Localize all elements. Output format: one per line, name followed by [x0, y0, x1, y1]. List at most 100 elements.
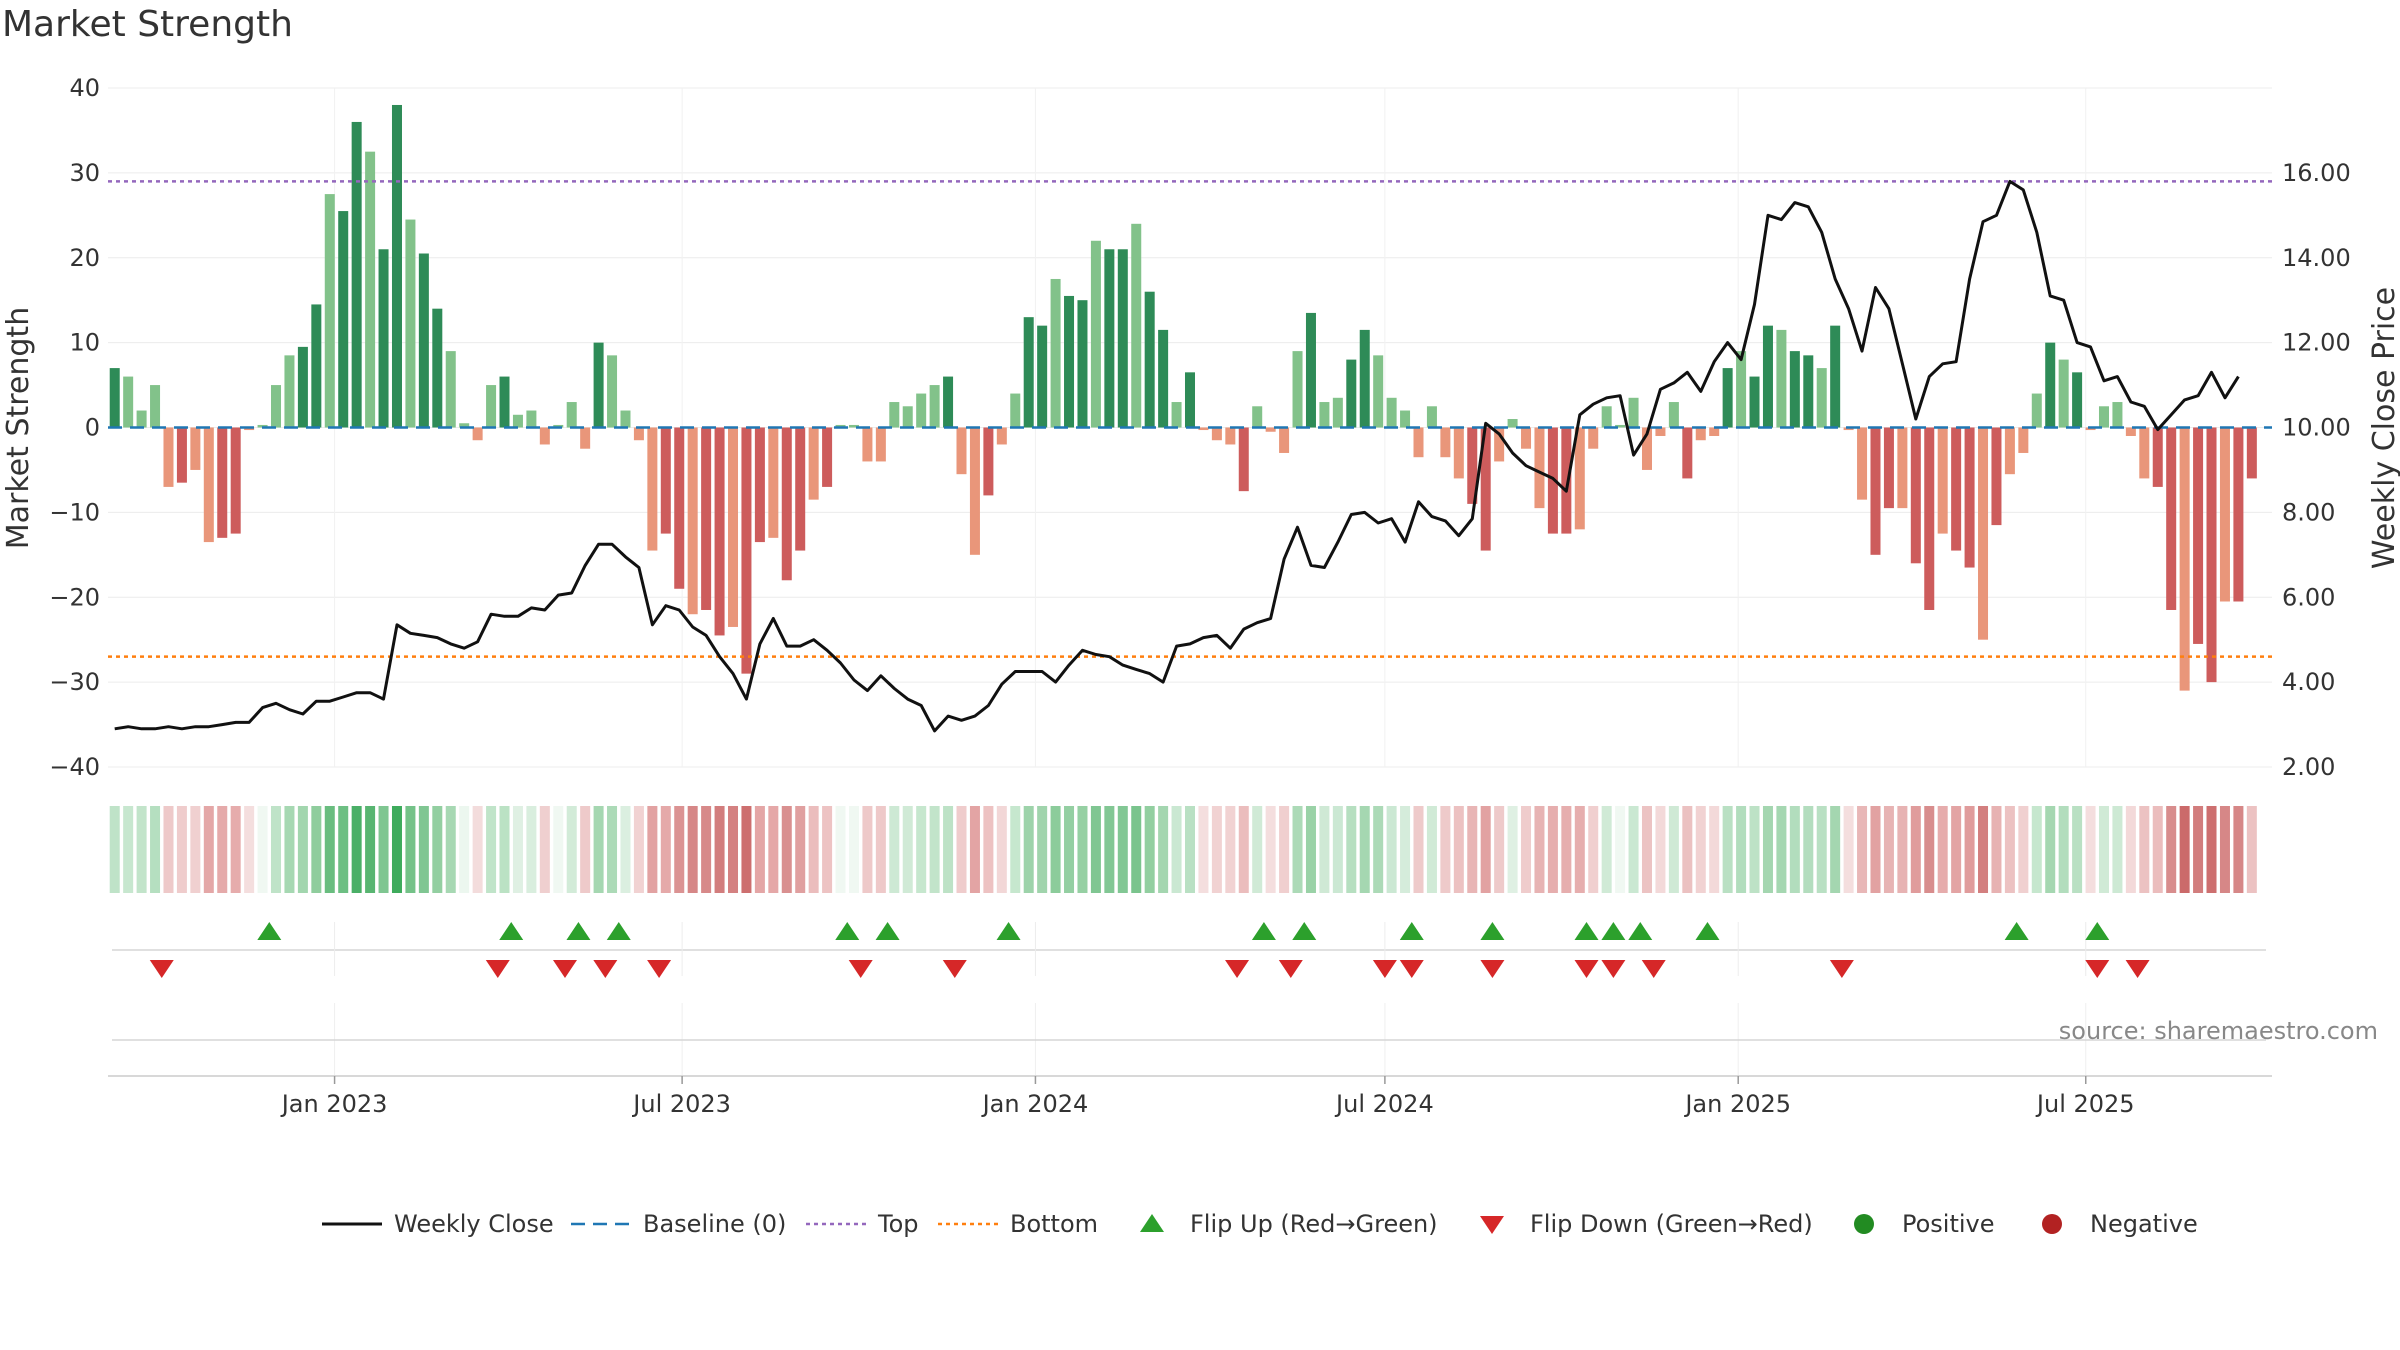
heat-cell [1467, 806, 1478, 893]
strength-bar [1789, 351, 1800, 428]
legend-label: Bottom [1010, 1210, 1098, 1238]
heat-cell [647, 806, 658, 893]
flip-down-marker [1399, 960, 1424, 978]
strength-bar [1252, 406, 1263, 428]
strength-bar [1023, 317, 1034, 428]
heat-cell [163, 806, 174, 893]
strength-bar [701, 427, 712, 610]
strength-bar [1574, 427, 1585, 530]
heat-cell [1924, 806, 1935, 893]
y-right-tick-label: 6.00 [2282, 583, 2335, 611]
flip-down-marker [593, 960, 618, 978]
y-right-tick-label: 2.00 [2282, 753, 2335, 781]
heat-cell [1830, 806, 1841, 893]
heat-cell [1870, 806, 1881, 893]
legend-label: Positive [1902, 1210, 1995, 1238]
heat-cell [822, 806, 833, 893]
strength-bar [1131, 223, 1142, 428]
strength-bar [123, 376, 134, 428]
heat-cell [257, 806, 268, 893]
strength-bar [512, 414, 523, 428]
flip-up-marker [1695, 922, 1720, 940]
strength-bar [499, 376, 510, 428]
strength-bar [311, 304, 322, 428]
heat-cell [1332, 806, 1343, 893]
x-tick-label: Jan 2024 [981, 1090, 1089, 1118]
heat-cell [526, 806, 537, 893]
heat-cell [553, 806, 564, 893]
flip-down-marker [552, 960, 577, 978]
flip-up-marker [2004, 922, 2029, 940]
strength-bar [2098, 406, 2109, 428]
legend-label: Baseline (0) [643, 1210, 786, 1238]
strength-bar [284, 355, 295, 428]
heat-cell [1668, 806, 1679, 893]
x-tick-label: Jan 2023 [280, 1090, 388, 1118]
strength-bar [2018, 427, 2029, 453]
heat-cell [1346, 806, 1357, 893]
strength-bar [136, 410, 147, 428]
flip-down-marker [1829, 960, 1854, 978]
heat-cell [1978, 806, 1989, 893]
heat-cell [781, 806, 792, 893]
strength-bar [1709, 427, 1720, 436]
heat-cell [284, 806, 295, 893]
heat-cell [512, 806, 523, 893]
heat-cell [2072, 806, 2083, 893]
y-right-tick-label: 16.00 [2282, 159, 2351, 187]
legend-label: Negative [2090, 1210, 2198, 1238]
heat-cell [1252, 806, 1263, 893]
strength-bar [297, 346, 308, 428]
heat-cell [217, 806, 228, 893]
strength-bar [566, 402, 577, 428]
strength-bar [1117, 249, 1128, 428]
strength-bar [795, 427, 806, 551]
heat-cell [875, 806, 886, 893]
heat-cell [1655, 806, 1666, 893]
heat-cell [1305, 806, 1316, 893]
strength-bar [351, 121, 362, 428]
heat-cell [1037, 806, 1048, 893]
legend-item: Top [806, 1210, 919, 1238]
strength-bar [1830, 325, 1841, 428]
y-right-tick-label: 10.00 [2282, 414, 2351, 442]
y-right-tick-label: 12.00 [2282, 329, 2351, 357]
strength-bar [1346, 359, 1357, 428]
strength-bar [1144, 291, 1155, 428]
legend-item: Weekly Close [322, 1210, 554, 1238]
heat-cell [916, 806, 927, 893]
flip-up-marker [1399, 922, 1424, 940]
heat-cell [1951, 806, 1962, 893]
strength-bar [1910, 427, 1921, 564]
heat-cell [889, 806, 900, 893]
heat-cell [1843, 806, 1854, 893]
strength-bar [902, 406, 913, 428]
strength-bar [1722, 368, 1733, 428]
strength-bar [862, 427, 873, 462]
heat-cell [1373, 806, 1384, 893]
strength-bar [2219, 427, 2230, 602]
strength-bar [781, 427, 792, 581]
heat-cell [1682, 806, 1693, 893]
heat-cell [1695, 806, 1706, 893]
strength-bar [1413, 427, 1424, 458]
heat-cell [1507, 806, 1518, 893]
y-right-tick-label: 4.00 [2282, 668, 2335, 696]
flip-up-marker [1574, 922, 1599, 940]
heat-cell [2193, 806, 2204, 893]
heat-cell [1521, 806, 1532, 893]
strength-bar [1480, 427, 1491, 551]
heat-cell [1211, 806, 1222, 893]
flip-down-marker [1574, 960, 1599, 978]
strength-bar [230, 427, 241, 534]
heat-cell [620, 806, 631, 893]
heat-cell [499, 806, 510, 893]
heat-cell [1615, 806, 1626, 893]
strength-bar [1305, 312, 1316, 428]
heat-cell [862, 806, 873, 893]
strength-bar [539, 427, 550, 445]
heat-cell [2233, 806, 2244, 893]
heat-cell [203, 806, 214, 893]
strength-bar [969, 427, 980, 555]
